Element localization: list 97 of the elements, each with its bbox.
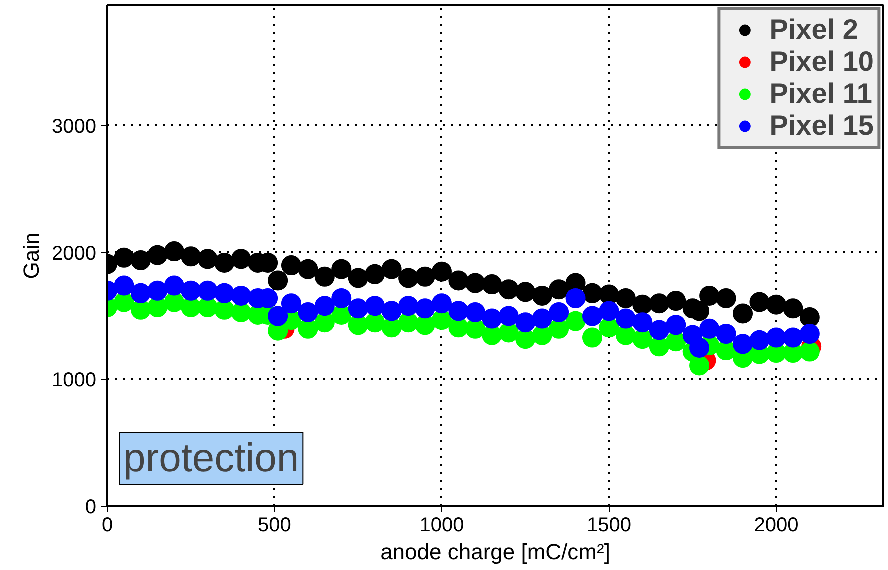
point — [231, 249, 252, 270]
point — [599, 301, 620, 322]
point — [415, 298, 436, 319]
legend-label: Pixel 15 — [770, 110, 874, 142]
point — [268, 270, 288, 291]
y-axis-title: Gain — [19, 232, 44, 280]
point — [690, 356, 710, 376]
point — [783, 328, 804, 348]
point — [181, 246, 202, 267]
point — [114, 248, 134, 268]
point — [482, 274, 502, 295]
y-tick-label: 1000 — [52, 370, 97, 392]
annotation: protection — [124, 436, 300, 480]
point — [800, 308, 820, 328]
point — [800, 342, 820, 362]
point — [231, 286, 252, 306]
point — [532, 286, 552, 306]
point — [365, 264, 386, 284]
x-tick-label: 0 — [102, 514, 114, 536]
point — [398, 296, 419, 316]
x-axis-title: anode charge [mC/cm²] — [380, 540, 610, 564]
point — [214, 252, 235, 273]
point — [332, 288, 352, 308]
point — [482, 308, 502, 329]
point — [666, 315, 686, 336]
point — [616, 308, 636, 329]
point — [566, 288, 586, 308]
x-tick-label: 1000 — [420, 514, 464, 536]
point — [666, 291, 686, 312]
point — [549, 302, 570, 322]
legend-label: Pixel 2 — [770, 14, 858, 46]
point — [298, 302, 318, 322]
point — [716, 324, 736, 344]
point — [348, 268, 368, 288]
point — [532, 308, 552, 329]
y-tick-label: 2000 — [52, 242, 97, 265]
point — [382, 301, 402, 322]
point — [348, 298, 368, 319]
legend-label: Pixel 10 — [770, 46, 874, 78]
point — [549, 280, 570, 300]
point — [690, 338, 710, 358]
point — [498, 280, 519, 300]
point — [766, 328, 786, 348]
point — [164, 242, 184, 262]
x-tick-label: 500 — [258, 514, 292, 536]
point — [164, 276, 184, 296]
point — [465, 302, 486, 322]
point — [750, 330, 770, 350]
point — [314, 296, 335, 316]
point — [114, 276, 134, 296]
point — [649, 294, 670, 314]
point — [582, 306, 602, 326]
point — [365, 296, 386, 316]
point — [281, 256, 302, 276]
point — [766, 294, 786, 315]
point — [800, 324, 820, 344]
point — [616, 288, 636, 308]
point — [632, 312, 653, 333]
point — [649, 320, 670, 340]
point — [415, 266, 436, 287]
point — [148, 280, 168, 301]
point — [448, 270, 469, 291]
point — [700, 318, 720, 339]
x-tick-label: 2000 — [754, 514, 799, 536]
point — [214, 283, 235, 304]
point — [281, 294, 302, 314]
point — [582, 328, 602, 348]
y-tick-label: 0 — [85, 496, 96, 518]
point — [432, 294, 452, 314]
point — [750, 292, 770, 312]
point — [700, 286, 720, 306]
point — [783, 298, 804, 319]
point — [733, 334, 754, 354]
point — [130, 250, 151, 270]
point — [332, 259, 352, 280]
point — [498, 306, 519, 326]
x-tick-label: 1500 — [586, 514, 632, 536]
point — [130, 283, 151, 304]
point — [733, 304, 754, 324]
y-tick-label: 3000 — [52, 116, 97, 138]
point — [268, 306, 288, 326]
point — [298, 259, 318, 280]
point — [465, 273, 486, 294]
point — [382, 259, 402, 280]
point — [148, 245, 168, 266]
point — [432, 262, 452, 282]
point — [198, 249, 218, 270]
point — [566, 311, 586, 332]
point — [398, 268, 419, 288]
point — [716, 288, 736, 308]
point — [516, 312, 536, 333]
point — [181, 280, 202, 301]
point — [314, 266, 335, 287]
point — [448, 301, 469, 322]
legend-label: Pixel 11 — [770, 78, 872, 110]
point — [198, 280, 218, 301]
point — [516, 282, 536, 302]
